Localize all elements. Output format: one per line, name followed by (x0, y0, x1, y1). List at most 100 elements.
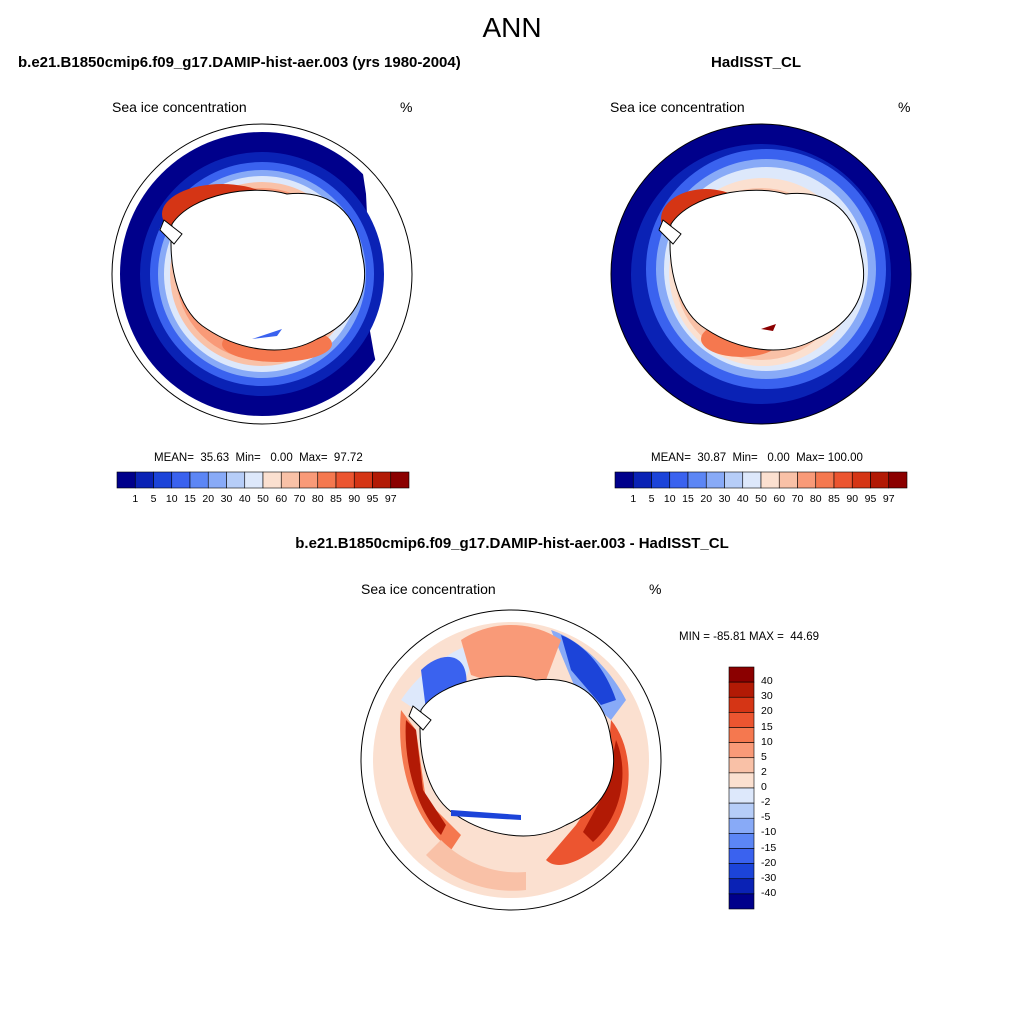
obs-colorbar-box (632, 471, 652, 489)
obs-colorbar-box (705, 471, 725, 489)
obs-colorbar-box (815, 471, 835, 489)
model-colorbar-tick-label: 60 (275, 493, 288, 505)
model-colorbar-tick-label: 1 (132, 493, 139, 505)
model-colorbar-tick-label: 10 (165, 493, 178, 505)
obs-colorbar-tick-label: 95 (864, 493, 877, 505)
model-units-label: % (400, 99, 413, 115)
diff-variable-label: Sea ice concentration (361, 581, 496, 597)
obs-stats: MEAN= 30.87 Min= 0.00 Max= 100.00 (651, 452, 863, 464)
obs-variable-label: Sea ice concentration (610, 99, 745, 115)
diff-panel-title: b.e21.B1850cmip6.f09_g17.DAMIP-hist-aer.… (295, 535, 729, 552)
obs-colorbar-box (651, 471, 671, 489)
diff-colorbar-box (728, 878, 755, 895)
model-colorbar-tick-label: 97 (384, 493, 397, 505)
model-colorbar-tick-label: 30 (220, 493, 233, 505)
obs-colorbar-box (797, 471, 817, 489)
diff-colorbar-tick-label: -5 (761, 811, 771, 824)
obs-colorbar-tick-label: 5 (648, 493, 655, 505)
diff-colorbar-labels: 40 30 20 15 10 5 2 0 -2 -5 -10 -15 -20 -30 -40 (761, 667, 801, 909)
diff-colorbar-tick-label: -10 (761, 826, 777, 839)
model-colorbar-tick-label: 40 (238, 493, 251, 505)
obs-colorbar-tick-label: 90 (846, 493, 859, 505)
model-colorbar-box (372, 471, 392, 489)
obs-colorbar-box (760, 471, 780, 489)
obs-panel-title: HadISST_CL (711, 54, 802, 71)
model-colorbar-tick-label: 5 (150, 493, 157, 505)
diff-colorbar-tick-label: 40 (761, 675, 773, 688)
model-colorbar-tick-label: 50 (257, 493, 269, 505)
model-colorbar-box (207, 471, 227, 489)
model-stats: MEAN= 35.63 Min= 0.00 Max= 97.72 (154, 452, 363, 464)
diff-colorbar-tick-label: -40 (761, 886, 777, 899)
diff-colorbar-tick-label: -30 (761, 871, 777, 884)
diff-colorbar-tick-label: 0 (761, 781, 767, 793)
diff-colorbar-box (728, 727, 755, 743)
model-colorbar-box (171, 471, 191, 489)
diff-colorbar-tick-label: 5 (761, 750, 767, 763)
model-colorbar-tick-label: 85 (330, 493, 342, 505)
obs-colorbar-tick-label: 97 (882, 493, 895, 505)
model-colorbar-box (390, 471, 410, 489)
obs-colorbar-box (614, 471, 634, 489)
diff-colorbar-box (728, 817, 755, 834)
obs-colorbar-tick-label: 70 (791, 493, 804, 505)
diff-colorbar-box (728, 787, 755, 804)
diff-colorbar-tick-label: 10 (761, 735, 773, 748)
diff-colorbar-tick-label: -15 (761, 841, 777, 854)
model-colorbar-tick-label: 20 (202, 493, 215, 505)
obs-colorbar-tick-label: 50 (755, 493, 767, 505)
obs-colorbar-tick-label: 80 (809, 493, 822, 505)
model-variable-label: Sea ice concentration (112, 99, 247, 115)
diff-units-label: % (649, 581, 662, 597)
obs-colorbar-tick-label: 40 (736, 493, 749, 505)
obs-colorbar-box (833, 471, 853, 489)
obs-colorbar-box (851, 471, 871, 489)
obs-colorbar-box (870, 471, 890, 489)
figure-title: ANN (482, 12, 542, 43)
obs-colorbar-box (888, 471, 908, 489)
model-colorbar-box (262, 471, 282, 489)
model-colorbar-tick-label: 95 (366, 493, 379, 505)
model-colorbar-box (317, 471, 337, 489)
model-colorbar-tick-label: 90 (348, 493, 361, 505)
diff-colorbar-box (728, 681, 755, 698)
model-colorbar-box (226, 471, 246, 489)
diff-colorbar-box (728, 757, 755, 774)
obs-colorbar-box (742, 471, 762, 489)
model-colorbar-box (353, 471, 373, 489)
obs-colorbar-labels: 1 5 10 15 20 30 40 50 60 70 80 85 90 95 97 (615, 493, 907, 507)
obs-colorbar-tick-label: 30 (718, 493, 731, 505)
diff-colorbar-tick-label: 20 (761, 705, 773, 718)
model-colorbar-box (299, 471, 319, 489)
model-colorbar-box (244, 471, 264, 489)
model-colorbar-box (189, 471, 209, 489)
diff-colorbar-tick-label: -20 (761, 856, 777, 869)
diff-colorbar-box (728, 802, 755, 819)
diff-colorbar-box (728, 833, 755, 849)
diff-colorbar-box (728, 772, 755, 789)
model-polar-map (111, 123, 413, 425)
obs-colorbar-box (724, 471, 744, 489)
model-colorbar (116, 471, 410, 489)
diff-stats: MIN = -85.81 MAX = 44.69 (679, 631, 819, 643)
obs-colorbar-tick-label: 15 (682, 493, 694, 505)
diff-colorbar-box (728, 742, 755, 759)
diff-colorbar-tick-label: 30 (761, 690, 773, 703)
model-colorbar-tick-label: 15 (184, 493, 196, 505)
obs-colorbar (614, 471, 908, 489)
diff-colorbar-box (728, 666, 755, 683)
obs-colorbar-tick-label: 60 (773, 493, 786, 505)
model-colorbar-tick-label: 80 (311, 493, 324, 505)
diff-polar-map (360, 609, 662, 911)
obs-colorbar-tick-label: 85 (828, 493, 840, 505)
model-colorbar-tick-label: 70 (293, 493, 306, 505)
model-colorbar-box (335, 471, 355, 489)
diff-colorbar-tick-label: -2 (761, 796, 771, 809)
obs-colorbar-tick-label: 20 (700, 493, 713, 505)
diff-colorbar-box (728, 848, 755, 864)
model-colorbar-box (153, 471, 173, 489)
diff-colorbar-box (728, 893, 755, 910)
model-colorbar-box (134, 471, 154, 489)
obs-colorbar-box (669, 471, 689, 489)
obs-colorbar-box (778, 471, 798, 489)
